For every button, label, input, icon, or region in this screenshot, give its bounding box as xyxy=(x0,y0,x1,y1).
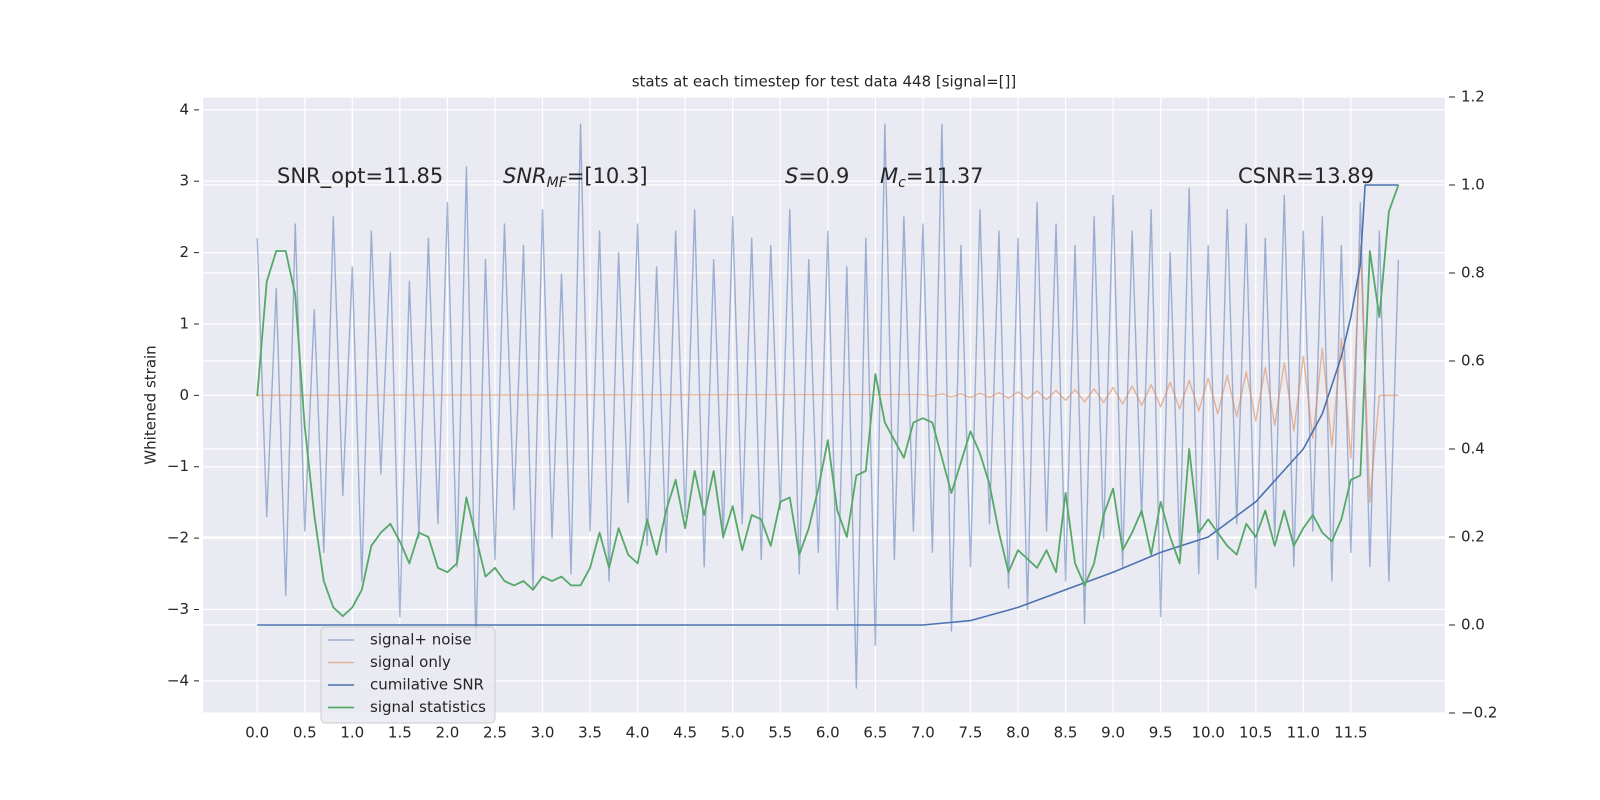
axes: 0.0 0.5 1.0 1.5 2.0 2.5 3.0 3.5 4.0 4.5 5.0 5.5 6.0 6… xyxy=(167,88,1498,742)
marks xyxy=(256,123,1400,689)
x-tick-label: 2.5 xyxy=(483,724,507,742)
x-tick-label: 0.5 xyxy=(293,724,317,742)
annotation-value: =[10.3] xyxy=(567,164,648,188)
x-tick-label: 6.0 xyxy=(816,724,840,742)
annotation-text: CSNR=13.89 xyxy=(1238,164,1374,188)
annotation: Mc=11.37 xyxy=(880,164,984,191)
y-tick-label: −2 xyxy=(167,529,189,547)
legend-box xyxy=(320,626,496,724)
y-tick-label: −3 xyxy=(167,600,189,618)
annotation: SNRMF=[10.3] xyxy=(503,164,648,191)
y2-tick-label: 0.8 xyxy=(1461,264,1485,282)
annotation: S=0.9 xyxy=(785,164,849,188)
x-tick-label: 5.5 xyxy=(768,724,792,742)
series-line xyxy=(257,184,1399,626)
y2-tick-label: 1.2 xyxy=(1461,88,1485,106)
x-tick-label: 4.0 xyxy=(626,724,650,742)
x-tick-label: 2.0 xyxy=(435,724,459,742)
x-tick-label: 3.5 xyxy=(578,724,602,742)
annotation-subscript: MF xyxy=(547,175,568,191)
x-tick-label: 8.0 xyxy=(1006,724,1030,742)
annotation-text: SNR_opt=11.85 xyxy=(277,164,443,189)
x-tick-label: 10.0 xyxy=(1191,724,1224,742)
legend-label: signal statistics xyxy=(370,698,486,716)
series-line xyxy=(257,244,1399,504)
y-tick-label: −4 xyxy=(167,671,189,689)
y-tick-label: 4 xyxy=(179,100,189,118)
annotation-symbol: M xyxy=(880,164,898,188)
y-tick-label: −1 xyxy=(167,457,189,475)
x-tick-label: 9.5 xyxy=(1149,724,1173,742)
x-tick-label: 1.5 xyxy=(388,724,412,742)
x-tick-label: 3.0 xyxy=(531,724,555,742)
x-tick-label: 11.5 xyxy=(1334,724,1367,742)
x-tick-label: 0.0 xyxy=(245,724,269,742)
chart-title: stats at each timestep for test data 448… xyxy=(632,73,1017,91)
plot-area xyxy=(203,97,1445,713)
x-tick-label: 9.0 xyxy=(1101,724,1125,742)
annotation-value: =11.37 xyxy=(906,164,984,188)
y2-tick-label: 1.0 xyxy=(1461,176,1485,194)
annotation: CSNR=13.89 xyxy=(1238,164,1374,188)
legend: signal+ noise signal only cumilative SNR si… xyxy=(320,626,496,724)
x-tick-label: 1.0 xyxy=(340,724,364,742)
y2-tick-label: 0.0 xyxy=(1461,616,1485,634)
series-line xyxy=(256,123,1400,689)
x-tick-label: 7.0 xyxy=(911,724,935,742)
y2-tick-label: 0.4 xyxy=(1461,440,1485,458)
y2-tick-label: −0.2 xyxy=(1461,704,1497,722)
x-tick-label: 11.0 xyxy=(1287,724,1320,742)
x-tick-label: 6.5 xyxy=(863,724,887,742)
annotation-symbol: SNR xyxy=(503,164,547,188)
y2-tick-label: 0.6 xyxy=(1461,352,1485,370)
legend-label: cumilative SNR xyxy=(370,676,484,694)
x-tick-label: 7.5 xyxy=(959,724,983,742)
x-tick-label: 5.0 xyxy=(721,724,745,742)
x-tick-label: 4.5 xyxy=(673,724,697,742)
y-tick-label: 2 xyxy=(179,243,189,261)
y-tick-label: 1 xyxy=(179,314,189,332)
y2-tick-label: 0.2 xyxy=(1461,528,1485,546)
legend-label: signal+ noise xyxy=(370,631,472,649)
legend-label: signal only xyxy=(370,653,451,671)
annotation: SNR_opt=11.85 xyxy=(277,164,443,189)
series-line xyxy=(256,184,1400,618)
x-tick-label: 10.5 xyxy=(1239,724,1272,742)
annotation-subscript: c xyxy=(898,175,906,191)
y-axis-label: Whitened strain xyxy=(142,345,160,464)
y-tick-label: 0 xyxy=(179,386,189,404)
annotation-symbol: S xyxy=(785,164,798,188)
y-tick-label: 3 xyxy=(179,172,189,190)
x-tick-label: 8.5 xyxy=(1054,724,1078,742)
annotation-value: =0.9 xyxy=(798,164,849,188)
